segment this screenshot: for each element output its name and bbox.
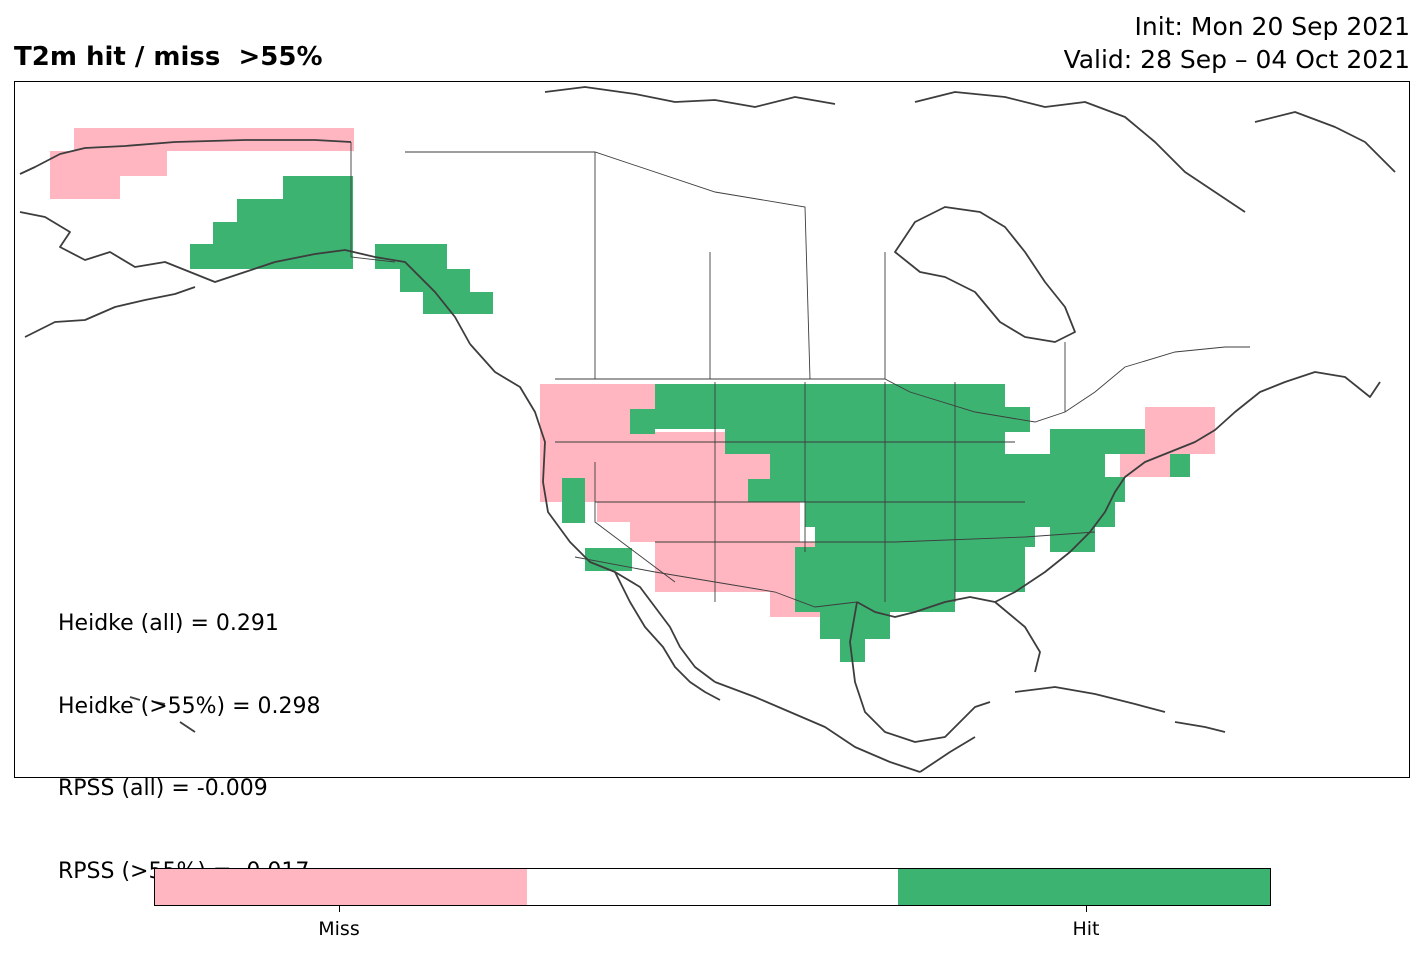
miss-cell: [655, 542, 815, 572]
hit-cell: [655, 384, 1005, 429]
miss-cell: [540, 384, 655, 409]
hit-cell: [1025, 502, 1115, 527]
hit-cell: [585, 548, 632, 571]
hit-cell: [748, 479, 808, 502]
miss-cell: [1120, 454, 1170, 477]
map-title: T2m hit / miss >55%: [14, 42, 323, 72]
hit-cell: [955, 527, 1035, 547]
heidke-55: Heidke (>55%) = 0.298: [58, 693, 321, 719]
hit-cell: [423, 292, 493, 314]
colorbar-tick-miss: [339, 906, 340, 912]
miss-cell: [655, 572, 820, 592]
hit-cell: [375, 244, 447, 269]
hit-cell: [1050, 429, 1145, 454]
colorbar-neutral: [526, 869, 899, 905]
hit-cell: [795, 547, 1025, 592]
colorbar-label-hit: Hit: [1072, 918, 1100, 940]
forecast-map: [19, 86, 1396, 773]
verification-scores: Heidke (all) = 0.291 Heidke (>55%) = 0.2…: [58, 555, 321, 913]
political-borders: [350, 142, 1250, 608]
hit-cell: [237, 199, 353, 222]
hit-cell: [770, 454, 1050, 479]
init-date: Init: Mon 20 Sep 2021: [1134, 12, 1410, 41]
coastlines: [19, 86, 1396, 773]
hit-cell: [283, 176, 353, 199]
hit-cell: [562, 478, 585, 523]
hit-cell: [785, 477, 1050, 502]
hit-cell: [795, 592, 955, 612]
valid-date: Valid: 28 Sep – 04 Oct 2021: [1063, 45, 1410, 74]
date-block: Init: Mon 20 Sep 2021 Valid: 28 Sep – 04…: [1064, 10, 1410, 76]
colorbar-hit: [898, 869, 1271, 905]
heidke-all: Heidke (all) = 0.291: [58, 611, 279, 636]
hit-cell: [630, 409, 655, 434]
colorbar-label-miss: Miss: [318, 918, 360, 940]
hit-cell: [1170, 454, 1190, 477]
miss-cell: [50, 151, 167, 176]
colorbar-tick-hit: [1086, 906, 1087, 912]
hit-cell: [400, 269, 470, 292]
hit-cell: [1050, 527, 1095, 552]
hit-cell: [1025, 454, 1105, 479]
hit-cell: [805, 502, 1050, 527]
map-panel: [14, 81, 1410, 778]
hit-cell: [190, 244, 353, 269]
miss-cell: [1145, 407, 1215, 454]
hit-cell: [725, 429, 1005, 454]
miss-cell: [50, 176, 120, 199]
hit-cell: [1050, 477, 1125, 502]
hit-cell: [213, 222, 353, 244]
rpss-all: RPSS (all) = -0.009: [58, 776, 268, 801]
colorbar-miss: [155, 869, 527, 905]
colorbar: [154, 868, 1271, 906]
